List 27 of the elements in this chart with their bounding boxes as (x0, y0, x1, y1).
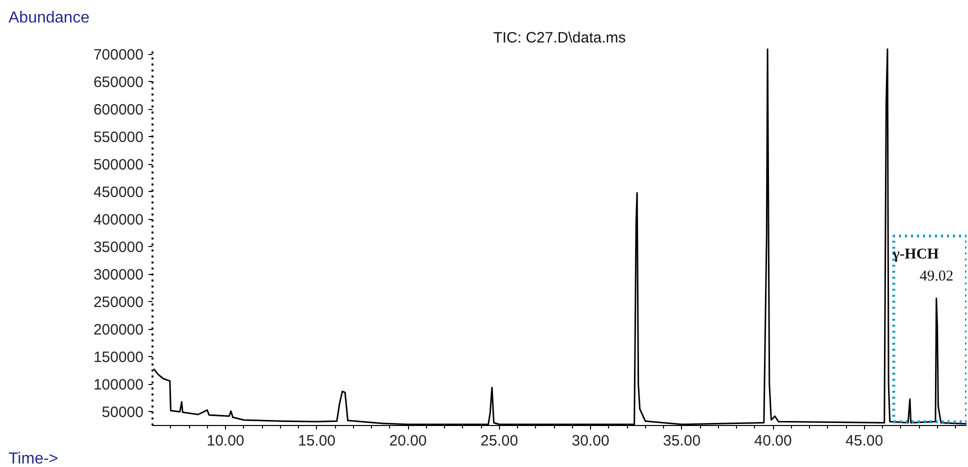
annotation: 49.02 (920, 268, 954, 284)
x-tick-label: 30.00 (572, 432, 610, 450)
chart-title: TIC: C27.D\data.ms (493, 30, 626, 46)
x-tick-label: 35.00 (663, 432, 701, 450)
y-tick-label: 200000 (93, 322, 144, 339)
x-tick-label: 10.00 (206, 432, 244, 450)
y-tick-label: 550000 (93, 129, 144, 146)
y-tick-label: 50000 (102, 404, 144, 422)
x-axis-title: Time-> (8, 450, 58, 467)
x-tick-label: 40.00 (754, 432, 792, 450)
y-tick-label: 700000 (93, 46, 144, 64)
y-tick-label: 650000 (93, 74, 144, 92)
y-tick-label: 150000 (93, 349, 144, 366)
annotation: γ-HCH (892, 246, 940, 262)
x-tick-label: 15.00 (298, 432, 336, 450)
y-axis-title: Abundance (8, 10, 90, 26)
y-tick-label: 400000 (93, 212, 144, 229)
y-tick-label: 100000 (93, 376, 144, 394)
y-tick-label: 250000 (93, 294, 144, 312)
x-tick-label: 45.00 (846, 432, 884, 450)
y-tick-label: 600000 (93, 102, 144, 119)
x-tick-label: 25.00 (480, 432, 518, 450)
x-tick-label: 20.00 (389, 432, 427, 450)
y-tick-label: 450000 (93, 184, 144, 202)
y-tick-label: 300000 (93, 266, 144, 284)
y-tick-label: 350000 (93, 239, 144, 256)
y-tick-label: 500000 (93, 156, 144, 174)
